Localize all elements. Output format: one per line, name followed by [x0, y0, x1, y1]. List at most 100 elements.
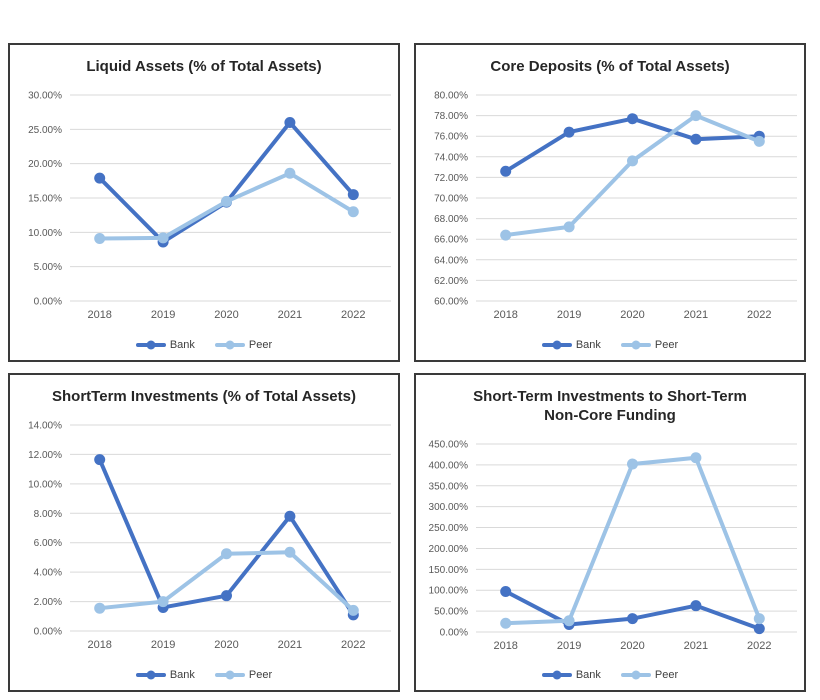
y-axis-tick-label: 0.00% [440, 627, 468, 638]
x-axis-tick-label: 2022 [747, 640, 771, 652]
bank-line-marker-icon [541, 340, 572, 350]
peer-data-point-marker [94, 232, 106, 244]
peer-data-point-marker [157, 232, 169, 244]
y-axis-tick-label: 14.00% [28, 420, 62, 431]
x-axis-tick-label: 2019 [151, 639, 175, 651]
x-axis-tick-label: 2021 [278, 639, 302, 651]
bank-data-point-marker [690, 599, 702, 611]
y-axis-tick-label: 450.00% [429, 439, 469, 450]
peer-data-point-marker [753, 135, 765, 147]
chart-legend: Bank Peer [10, 339, 398, 360]
legend-label-bank: Bank [169, 669, 195, 681]
x-axis-tick-label: 2020 [214, 309, 238, 321]
peer-data-point-marker [221, 548, 232, 559]
x-axis-tick-label: 2019 [557, 640, 581, 652]
chart-title: Core Deposits (% of Total Assets) [490, 58, 730, 75]
y-axis-tick-label: 10.00% [28, 479, 62, 490]
legend-label-bank: Bank [575, 339, 601, 351]
peer-data-point-marker [284, 546, 296, 558]
y-axis-tick-label: 72.00% [434, 173, 468, 184]
y-axis-tick-label: 300.00% [429, 502, 469, 513]
legend-item-bank: Bank [541, 339, 601, 351]
y-axis-tick-label: 5.00% [34, 262, 62, 273]
x-axis-tick-label: 2020 [214, 639, 238, 651]
chart-title: Liquid Assets (% of Total Assets) [86, 58, 322, 75]
bank-data-point-marker [500, 165, 512, 177]
x-axis-tick-label: 2021 [684, 309, 708, 321]
y-axis-tick-label: 68.00% [434, 214, 468, 225]
peer-series-line [503, 455, 762, 625]
chart-panel-liquid-assets[interactable]: Liquid Assets (% of Total Assets) 0.00% 5… [8, 43, 400, 362]
peer-data-point-marker [500, 229, 512, 241]
x-axis-tick-label: 2021 [278, 309, 302, 321]
y-axis-tick-label: 50.00% [434, 606, 468, 617]
x-axis-tick-label: 2019 [151, 309, 175, 321]
bank-data-point-marker [627, 112, 638, 124]
y-axis-tick-label: 0.00% [34, 626, 62, 637]
y-axis-tick-label: 62.00% [434, 276, 468, 287]
chart-panel-shortterm-investments[interactable]: ShortTerm Investments (% of Total Assets… [8, 373, 400, 692]
peer-data-point-marker [690, 109, 702, 121]
y-axis-tick-label: 100.00% [429, 585, 469, 596]
legend-label-peer: Peer [654, 669, 679, 681]
y-axis-tick-label: 66.00% [434, 234, 468, 245]
chart-panel-core-deposits[interactable]: Core Deposits (% of Total Assets) 60.00%… [414, 43, 806, 362]
chart-legend: Bank Peer [416, 339, 804, 360]
peer-data-point-marker [627, 458, 638, 470]
peer-data-point-marker [284, 167, 296, 179]
shortterm-investments-line-chart: 0.00% 2.00% 4.00% 6.00% 8.00% 10.00% 12.00% 14.… [28, 420, 391, 651]
x-axis-tick-label: 2022 [747, 309, 771, 321]
bank-data-point-marker [753, 622, 765, 634]
peer-line-marker-icon [214, 670, 245, 680]
bank-data-point-marker [690, 133, 702, 145]
chart-panel-sti-noncore-funding[interactable]: Short-Term Investments to Short-Term Non… [414, 373, 806, 692]
peer-line-marker-icon [214, 340, 245, 350]
chart-title: Short-Term Investments to Short-Term Non… [473, 388, 747, 424]
y-axis-tick-label: 250.00% [429, 523, 469, 534]
peer-data-point-marker [690, 451, 702, 463]
bank-line-marker-icon [135, 670, 166, 680]
bank-data-point-marker [94, 453, 106, 465]
bank-line-marker-icon [541, 670, 572, 680]
liquid-assets-line-chart: 0.00% 5.00% 10.00% 15.00% 20.00% 25.00% 30.00%… [28, 90, 391, 321]
x-axis-tick-label: 2022 [341, 639, 365, 651]
legend-item-bank: Bank [135, 669, 195, 681]
chart-legend: Bank Peer [416, 669, 804, 690]
x-axis-tick-label: 2018 [87, 309, 111, 321]
x-axis-tick-label: 2018 [87, 639, 111, 651]
peer-data-point-marker [627, 155, 638, 167]
y-axis-tick-label: 64.00% [434, 255, 468, 266]
legend-item-bank: Bank [541, 669, 601, 681]
peer-data-point-marker [500, 617, 512, 629]
chart-title: ShortTerm Investments (% of Total Assets… [52, 388, 356, 405]
legend-label-bank: Bank [169, 339, 195, 351]
legend-label-peer: Peer [654, 339, 679, 351]
y-axis-tick-label: 150.00% [429, 564, 469, 575]
x-axis-tick-label: 2020 [620, 640, 644, 652]
y-axis-tick-label: 400.00% [429, 460, 469, 471]
y-axis-tick-label: 25.00% [28, 125, 62, 136]
legend-item-bank: Bank [135, 339, 195, 351]
peer-line-marker-icon [620, 340, 651, 350]
peer-data-point-marker [221, 195, 232, 207]
y-axis-tick-label: 78.00% [434, 111, 468, 122]
peer-data-point-marker [157, 595, 169, 607]
bank-data-point-marker [284, 510, 296, 522]
core-deposits-line-chart: 60.00% 62.00% 64.00% 66.00% 68.00% 70.00% 72.0… [434, 90, 797, 321]
y-axis-tick-label: 200.00% [429, 543, 469, 554]
y-axis-tick-label: 8.00% [34, 509, 62, 520]
legend-item-peer: Peer [620, 669, 679, 681]
bank-data-point-marker [563, 126, 575, 138]
peer-data-point-marker [94, 602, 106, 614]
peer-data-point-marker [563, 221, 575, 233]
bank-data-point-marker [627, 612, 638, 624]
y-axis-tick-label: 12.00% [28, 450, 62, 461]
y-axis-tick-label: 350.00% [429, 481, 469, 492]
y-axis-tick-label: 30.00% [28, 90, 62, 101]
peer-series-line [503, 113, 762, 237]
y-axis-tick-label: 15.00% [28, 193, 62, 204]
bank-data-point-marker [500, 585, 512, 597]
y-axis-tick-label: 2.00% [34, 597, 62, 608]
legend-label-bank: Bank [575, 669, 601, 681]
